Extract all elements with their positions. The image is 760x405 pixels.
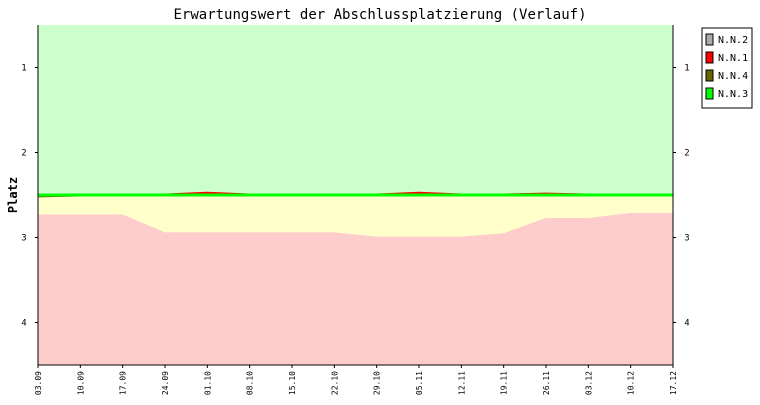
legend-entry: N.N.1 [718,53,748,64]
y-tick-label: 3 [21,234,26,244]
x-tick-label: 17.09 [119,371,128,395]
zone-red [38,212,673,365]
x-tick-label: 17.12 [669,371,678,395]
y-tick-label: 1 [21,64,26,74]
x-tick-label: 12.11 [457,371,466,395]
legend-swatch [705,51,714,64]
legend-entry: N.N.3 [718,89,748,100]
y-axis-label: Platz [6,177,20,213]
x-tick-label: 03.12 [584,371,593,395]
y-tick-label-right: 4 [684,319,689,329]
y-tick-label-right: 2 [684,149,689,159]
x-tick-label: 29.10 [373,371,382,395]
zone-layer [38,25,673,365]
zone-green [38,25,673,195]
x-tick-label: 10.12 [627,371,636,395]
x-tick-label: 19.11 [500,371,509,395]
x-tick-label: 15.10 [288,371,297,395]
legend: N.N.2 N.N.1 N.N.4 N.N.3 [701,27,753,109]
x-tick-label: 01.10 [203,371,212,395]
axes-layer: 1 1 2 2 3 3 4 4 03.09 10.09 17.09 24.09 01.10 08.10 15… [21,25,690,395]
x-tick-label: 05.11 [415,371,424,395]
legend-swatch [705,33,714,46]
y-tick-label: 2 [21,149,26,159]
x-tick-label: 26.11 [542,371,551,395]
legend-swatch [705,69,714,82]
x-tick-label: 24.09 [161,371,170,395]
y-tick-label-right: 1 [684,64,689,74]
y-tick-label-right: 3 [684,234,689,244]
legend-entry: N.N.4 [718,71,748,82]
x-tick-label: 10.09 [76,371,85,395]
series-layer [37,191,673,198]
chart-title: Erwartungswert der Abschlussplatzierung … [173,7,586,23]
legend-entry: N.N.2 [718,35,748,46]
y-tick-label: 4 [21,319,26,329]
x-tick-label: 08.10 [246,371,255,395]
x-tick-label: 03.09 [34,371,43,395]
legend-swatch [705,87,714,100]
x-tick-label: 22.10 [330,371,339,395]
